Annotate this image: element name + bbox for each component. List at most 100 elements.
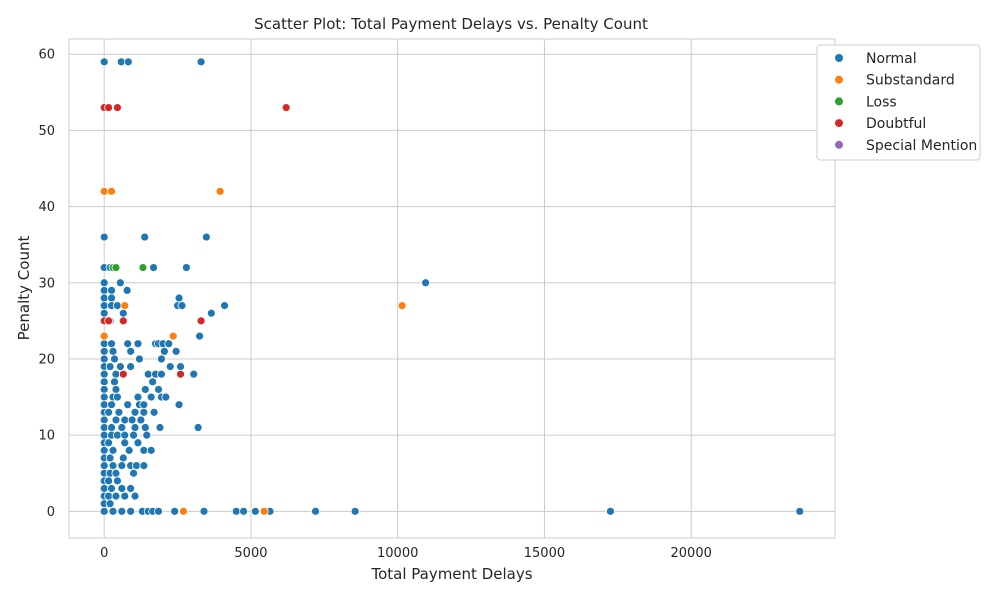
data-point xyxy=(108,506,118,516)
data-point xyxy=(120,301,130,311)
data-point xyxy=(154,385,163,394)
data-point xyxy=(215,186,225,196)
data-point xyxy=(99,339,109,349)
legend-label: Normal xyxy=(866,51,917,67)
data-point xyxy=(99,385,109,394)
series-loss xyxy=(108,263,148,272)
x-tick-label: 0 xyxy=(100,546,108,561)
data-point xyxy=(107,484,116,493)
data-point xyxy=(129,468,138,478)
data-point xyxy=(159,346,169,356)
data-point xyxy=(157,369,166,379)
data-point xyxy=(206,308,216,318)
data-point xyxy=(140,232,150,242)
data-point xyxy=(107,293,116,303)
data-point xyxy=(259,506,269,516)
data-point xyxy=(606,506,615,516)
data-point xyxy=(155,423,165,432)
y-axis-ticks: 0 10 20 30 40 50 60 xyxy=(38,48,55,520)
x-axis-ticks: 0 5000 10000 15000 20000 xyxy=(100,546,712,561)
data-point xyxy=(139,407,149,417)
data-point xyxy=(99,286,109,295)
data-point xyxy=(146,445,156,455)
plot-area xyxy=(68,38,836,539)
data-point xyxy=(107,186,116,196)
data-point xyxy=(795,506,805,516)
x-tick-label: 20000 xyxy=(671,546,712,561)
data-point xyxy=(123,339,133,349)
x-tick-label: 15000 xyxy=(524,546,565,561)
data-point xyxy=(111,468,121,478)
data-point xyxy=(104,103,114,112)
data-point xyxy=(110,377,119,387)
data-point xyxy=(130,491,140,501)
data-point xyxy=(99,301,109,311)
data-point xyxy=(107,423,116,432)
data-point xyxy=(154,506,163,516)
legend-marker xyxy=(835,140,843,149)
data-point xyxy=(126,362,136,371)
data-point xyxy=(149,263,158,272)
data-point xyxy=(110,354,119,364)
data-point xyxy=(104,491,114,501)
data-point xyxy=(350,506,360,516)
data-point xyxy=(138,263,148,272)
legend-label: Substandard xyxy=(866,73,955,89)
grid-lines xyxy=(69,39,835,538)
series-substandard xyxy=(99,186,407,516)
data-point xyxy=(108,445,118,455)
data-point xyxy=(118,308,128,318)
data-point xyxy=(164,339,174,349)
data-point xyxy=(118,369,128,379)
data-point xyxy=(124,445,134,455)
legend-label: Loss xyxy=(866,94,897,110)
y-tick-label: 40 xyxy=(38,200,55,215)
legend-marker xyxy=(835,119,843,128)
data-point xyxy=(179,506,188,516)
data-point xyxy=(195,331,205,341)
data-point xyxy=(120,430,130,440)
data-point xyxy=(99,377,109,387)
data-point xyxy=(136,415,146,425)
series-doubtful xyxy=(99,103,291,379)
data-point xyxy=(114,407,124,417)
data-point xyxy=(220,301,229,311)
data-point xyxy=(99,506,109,516)
data-point xyxy=(113,476,122,486)
data-point xyxy=(196,316,206,326)
data-point xyxy=(107,339,116,349)
data-point xyxy=(421,278,430,288)
data-point xyxy=(99,415,109,425)
data-point xyxy=(113,392,122,402)
data-point xyxy=(181,263,191,272)
data-point xyxy=(139,445,149,455)
data-point xyxy=(177,301,187,311)
data-point xyxy=(118,316,128,326)
data-point xyxy=(117,506,127,516)
data-point xyxy=(148,377,158,387)
data-point xyxy=(132,461,141,471)
legend-marker xyxy=(835,97,843,106)
data-point xyxy=(99,308,109,318)
data-point xyxy=(174,293,184,303)
data-point xyxy=(99,331,109,341)
y-tick-label: 30 xyxy=(38,276,55,291)
data-point xyxy=(99,346,109,356)
data-point xyxy=(99,445,109,455)
data-point xyxy=(107,400,116,410)
y-tick-label: 20 xyxy=(38,352,55,367)
data-point xyxy=(146,392,156,402)
legend-box xyxy=(816,44,981,161)
data-point xyxy=(176,369,185,379)
y-tick-label: 10 xyxy=(38,429,55,444)
data-point xyxy=(123,57,133,67)
data-point xyxy=(120,438,130,448)
legend-label: Special Mention xyxy=(866,138,977,154)
data-point xyxy=(99,369,109,379)
data-point xyxy=(104,316,114,326)
data-point xyxy=(99,392,109,402)
data-point xyxy=(117,423,127,432)
data-point xyxy=(157,354,166,364)
data-point xyxy=(99,354,109,364)
data-point xyxy=(176,362,185,371)
